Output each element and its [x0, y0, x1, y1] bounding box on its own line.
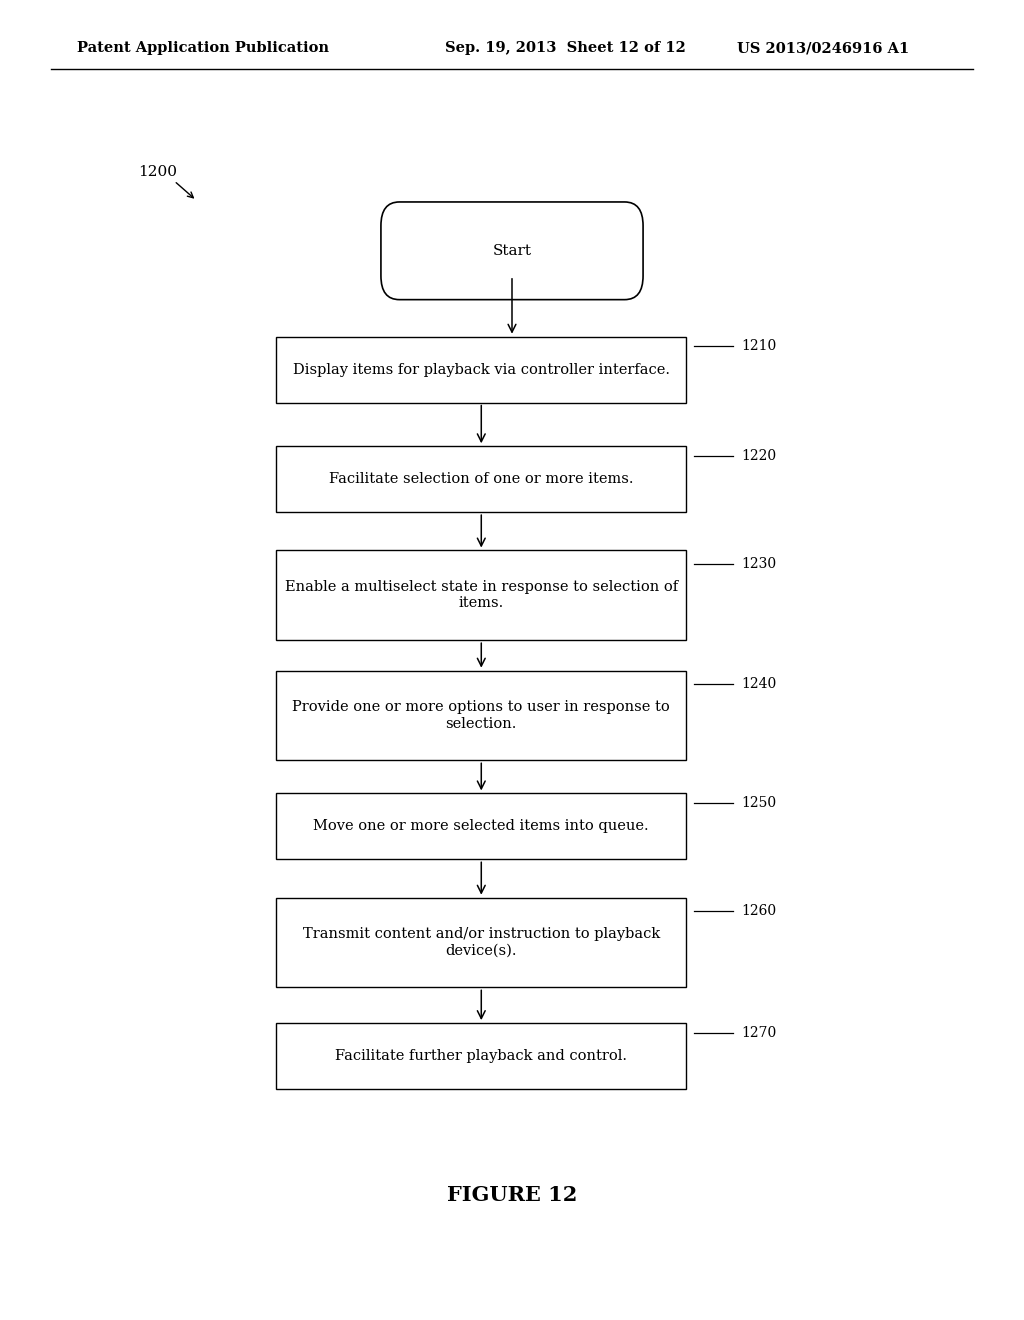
- Text: 1260: 1260: [741, 904, 776, 919]
- Bar: [276, 550, 686, 640]
- Text: 1230: 1230: [741, 557, 776, 572]
- Text: Enable a multiselect state in response to selection of
items.: Enable a multiselect state in response t…: [285, 581, 678, 610]
- Text: US 2013/0246916 A1: US 2013/0246916 A1: [737, 41, 909, 55]
- Text: Sep. 19, 2013  Sheet 12 of 12: Sep. 19, 2013 Sheet 12 of 12: [445, 41, 686, 55]
- Text: 1200: 1200: [138, 165, 177, 178]
- Text: 1220: 1220: [741, 449, 776, 463]
- Text: 1250: 1250: [741, 796, 776, 810]
- Text: Display items for playback via controller interface.: Display items for playback via controlle…: [293, 363, 670, 376]
- Bar: [276, 898, 686, 987]
- Bar: [276, 1023, 686, 1089]
- Text: Transmit content and/or instruction to playback
device(s).: Transmit content and/or instruction to p…: [303, 928, 659, 957]
- Bar: [276, 337, 686, 403]
- Bar: [276, 671, 686, 760]
- Text: Patent Application Publication: Patent Application Publication: [77, 41, 329, 55]
- Text: Facilitate selection of one or more items.: Facilitate selection of one or more item…: [329, 473, 634, 486]
- Text: Facilitate further playback and control.: Facilitate further playback and control.: [335, 1049, 628, 1063]
- Text: FIGURE 12: FIGURE 12: [446, 1184, 578, 1205]
- Bar: [276, 793, 686, 859]
- FancyBboxPatch shape: [381, 202, 643, 300]
- Text: Start: Start: [493, 244, 531, 257]
- Text: 1270: 1270: [741, 1026, 776, 1040]
- Text: Provide one or more options to user in response to
selection.: Provide one or more options to user in r…: [293, 701, 670, 730]
- Text: 1210: 1210: [741, 339, 776, 354]
- Bar: [276, 446, 686, 512]
- Text: 1240: 1240: [741, 677, 776, 692]
- Text: Move one or more selected items into queue.: Move one or more selected items into que…: [313, 820, 649, 833]
